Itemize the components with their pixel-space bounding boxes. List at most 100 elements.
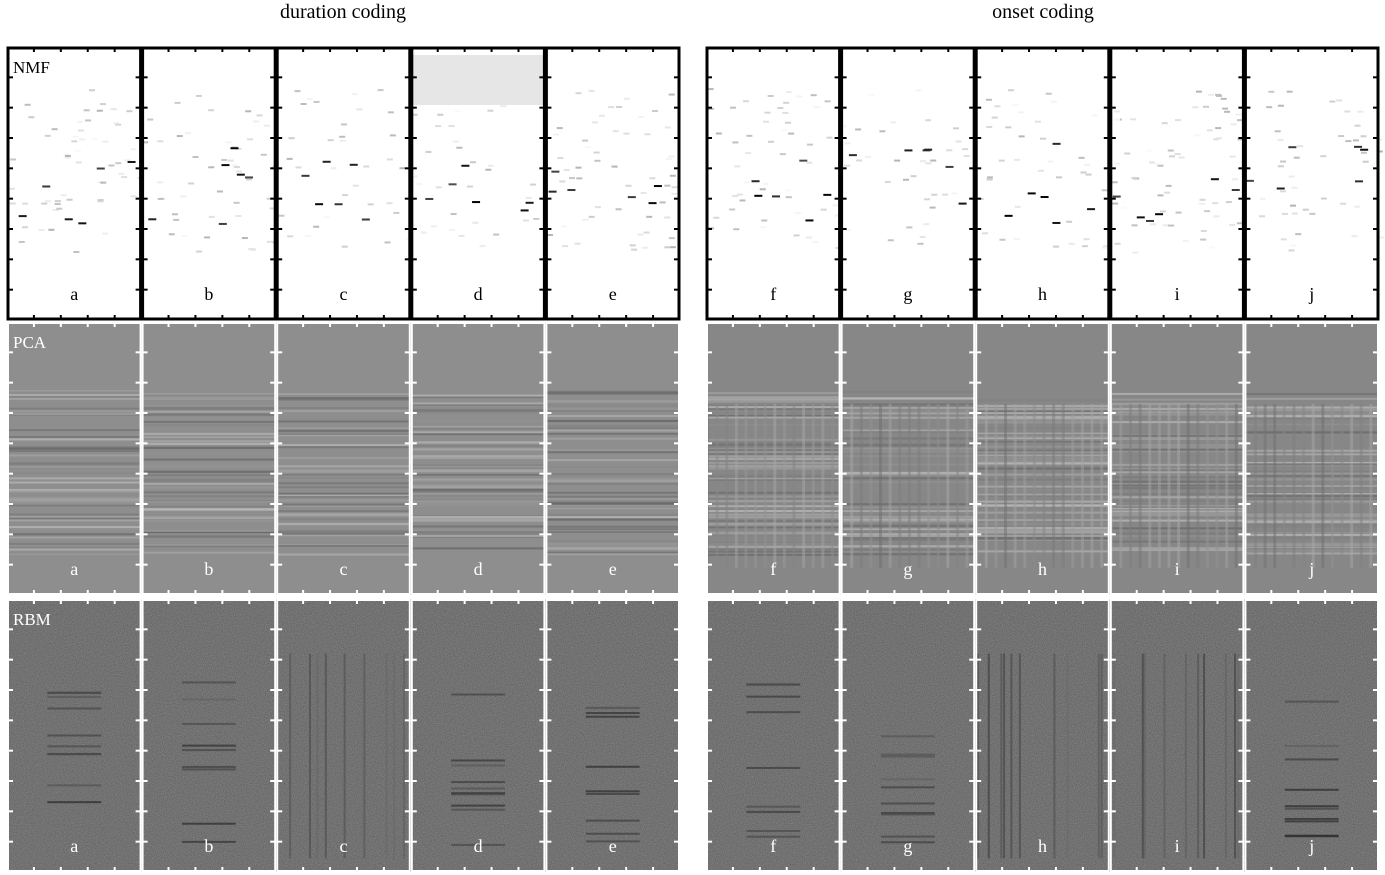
texture: [708, 88, 714, 90]
texture: [65, 155, 71, 157]
texture: [545, 551, 680, 553]
texture: [994, 404, 997, 568]
texture: [557, 157, 563, 159]
texture: [1273, 404, 1276, 568]
texture: [301, 175, 309, 177]
texture: [1053, 246, 1059, 248]
texture: [7, 455, 142, 457]
texture: [185, 132, 191, 134]
texture: [545, 496, 680, 498]
texture: [411, 455, 546, 457]
texture: [545, 483, 680, 485]
row-label: NMF: [13, 58, 50, 77]
texture: [706, 397, 841, 399]
texture: [411, 464, 546, 466]
texture: [1005, 215, 1013, 217]
texture: [545, 451, 680, 453]
texture: [276, 514, 411, 516]
texture: [294, 90, 300, 92]
texture: [545, 473, 680, 475]
texture: [7, 537, 142, 539]
texture: [881, 756, 935, 758]
texture: [451, 781, 505, 783]
texture: [22, 203, 28, 205]
texture: [182, 766, 236, 768]
texture: [545, 429, 680, 431]
texture: [7, 391, 142, 393]
texture: [545, 543, 680, 545]
texture: [575, 243, 581, 245]
texture: [1160, 210, 1166, 212]
texture: [1114, 163, 1120, 165]
texture: [196, 95, 202, 97]
texture: [1235, 404, 1238, 568]
texture: [411, 501, 546, 503]
texture: [807, 144, 813, 146]
texture: [786, 196, 792, 198]
texture: [763, 121, 769, 123]
texture: [760, 226, 766, 228]
texture: [411, 516, 546, 518]
texture: [1244, 393, 1379, 395]
texture: [869, 404, 872, 568]
texture: [411, 479, 546, 481]
texture: [7, 438, 142, 440]
texture: [411, 499, 546, 501]
texture: [411, 470, 546, 472]
texture: [234, 202, 240, 204]
texture: [245, 176, 253, 178]
texture: [582, 140, 588, 142]
texture: [962, 148, 968, 150]
texture: [79, 138, 85, 140]
texture: [7, 398, 142, 400]
texture: [316, 654, 318, 859]
texture: [763, 183, 769, 185]
texture: [276, 410, 411, 412]
texture: [1369, 404, 1372, 568]
texture: [47, 753, 101, 755]
texture: [545, 408, 680, 410]
texture: [221, 164, 229, 166]
texture: [236, 170, 242, 172]
texture: [549, 191, 557, 193]
texture: [451, 213, 457, 215]
texture: [488, 165, 494, 167]
texture: [157, 140, 163, 142]
texture: [642, 247, 648, 249]
texture: [411, 535, 546, 537]
texture: [378, 89, 384, 91]
texture: [335, 203, 343, 205]
texture: [7, 543, 142, 545]
texture: [716, 404, 719, 568]
panel: f: [706, 322, 841, 595]
texture: [585, 146, 591, 148]
texture: [1340, 203, 1346, 205]
texture: [22, 226, 28, 228]
texture: [1331, 404, 1334, 568]
texture: [431, 225, 437, 227]
texture: [1131, 177, 1137, 179]
texture: [589, 90, 595, 92]
texture: [76, 161, 82, 163]
texture: [142, 424, 277, 426]
texture: [1185, 654, 1187, 859]
texture: [992, 117, 998, 119]
texture: [276, 486, 411, 488]
texture: [1192, 106, 1198, 108]
texture: [1351, 235, 1357, 237]
texture: [1225, 404, 1228, 568]
texture: [142, 536, 277, 538]
texture: [664, 217, 670, 219]
texture: [806, 237, 812, 239]
panel: f: [706, 599, 841, 872]
texture: [393, 654, 395, 859]
texture: [480, 245, 486, 247]
group-title: onset coding: [992, 1, 1094, 23]
texture: [437, 114, 443, 116]
texture: [142, 436, 277, 438]
texture: [594, 160, 600, 162]
texture: [890, 121, 896, 123]
texture: [411, 412, 546, 414]
texture: [545, 443, 680, 445]
texture: [1287, 91, 1293, 93]
